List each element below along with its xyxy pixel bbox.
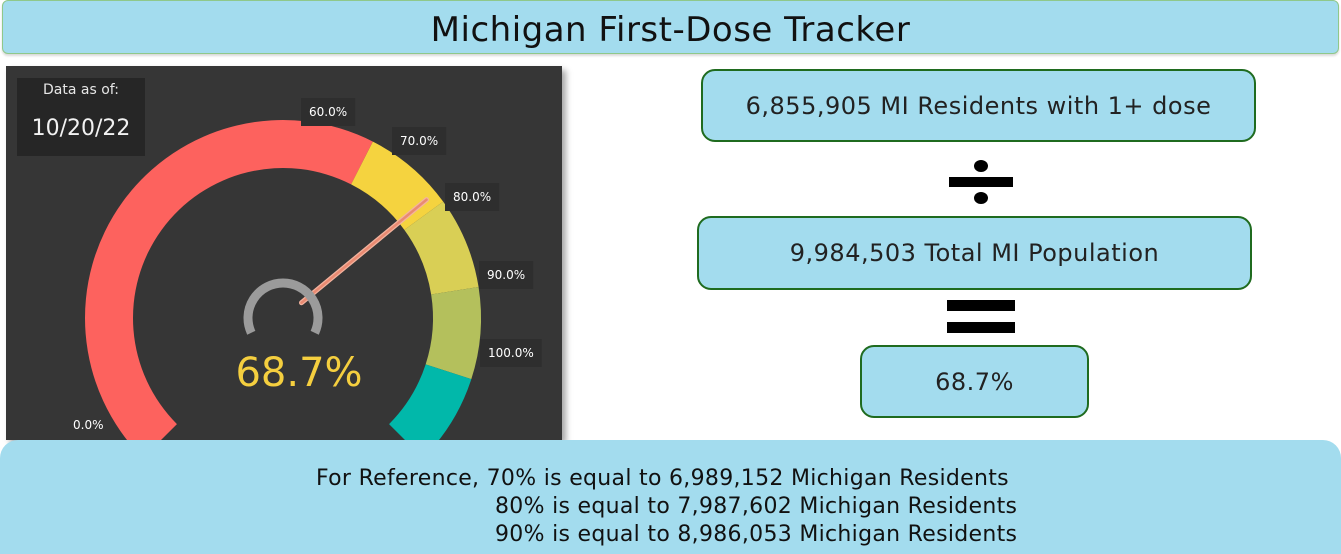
residents-with-dose-text: 6,855,905 MI Residents with 1+ dose [745,91,1212,120]
title-bar: Michigan First-Dose Tracker [2,0,1339,54]
page-title: Michigan First-Dose Tracker [430,10,911,50]
gauge-band-80-90 [425,287,482,380]
reference-line-90: 90% is equal to 8,986,053 Michigan Resid… [495,522,1018,547]
tick-label-background [479,261,534,289]
reference-line-80: 80% is equal to 7,987,602 Michigan Resid… [495,494,1018,519]
tick-label-background [445,183,500,211]
reference-panel: For Reference, 70% is equal to 6,989,152… [0,440,1341,554]
gauge-needle [300,198,428,304]
residents-with-dose-box: 6,855,905 MI Residents with 1+ dose [701,69,1256,142]
tick-label-70: 70.0% [400,134,438,148]
tick-label-60: 60.0% [309,105,347,119]
gauge-value: 68.7% [235,350,362,396]
result-text: 68.7% [935,367,1014,396]
total-population-text: 9,984,503 Total MI Population [789,239,1160,267]
tick-label-background [301,98,356,126]
equals-icon [947,300,1015,334]
gauge-hub [243,278,323,335]
result-box: 68.7% [860,345,1089,418]
gauge-band-70-80 [404,201,479,295]
tick-label-background [392,127,447,155]
date-card: Data as of: 10/20/22 [17,78,145,156]
tick-label-100: 100.0% [488,346,534,360]
gauge-chart: 0.0% 60.0% 70.0% 80.0% 90.0% 100.0% 68.7… [73,98,542,445]
reference-line-70: For Reference, 70% is equal to 6,989,152… [316,466,1009,491]
tick-label-background [480,339,542,367]
tick-label-0: 0.0% [73,418,104,432]
gauge-band-0-60 [85,120,373,445]
tick-label-80: 80.0% [453,190,491,204]
date-value: 10/20/22 [31,116,131,141]
date-label: Data as of: [43,82,119,98]
total-population-box: 9,984,503 Total MI Population [697,216,1252,290]
tick-label-backgrounds [301,98,542,367]
tick-label-90: 90.0% [487,268,525,282]
gauge-bands [85,120,482,445]
gauge-band-90-100 [389,364,472,445]
divide-icon [945,160,1017,204]
